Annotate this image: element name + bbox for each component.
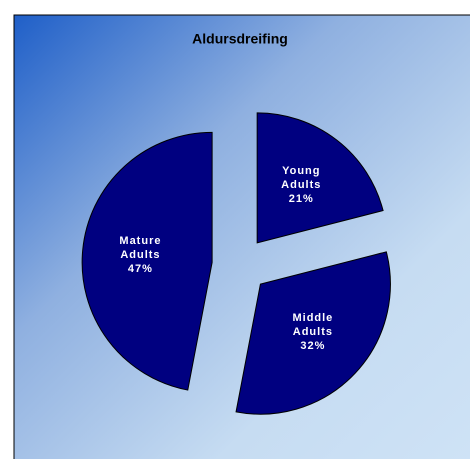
pie-slice [256,112,384,244]
slice-category-label: Mature Adults [119,234,162,261]
pie-slice [81,131,213,391]
slice-category-label: Young Adults [281,164,322,191]
slice-value-label: 32% [300,340,326,353]
pie-slice [235,251,391,415]
slice-category-label: Middle Adults [292,312,334,339]
slice-value-label: 47% [127,262,153,275]
slice-value-label: 21% [288,192,314,205]
chart-title: Aldursdreifing [192,31,288,47]
